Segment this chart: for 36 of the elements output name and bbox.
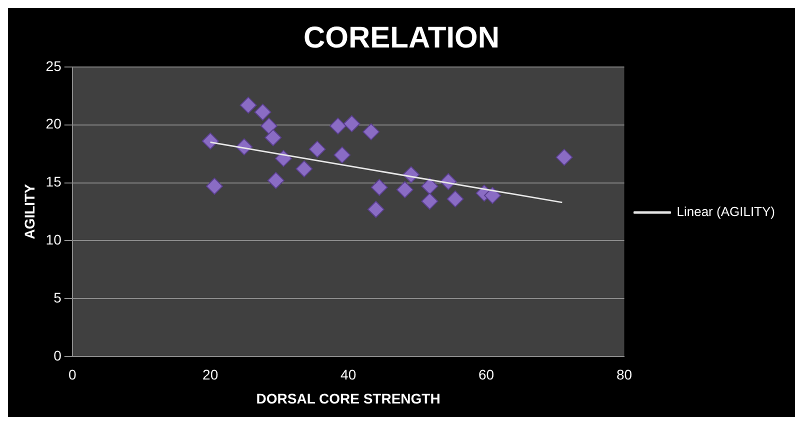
point bbox=[329, 118, 346, 135]
x-axis-title: DORSAL CORE STRENGTH bbox=[256, 390, 440, 406]
point bbox=[446, 190, 464, 208]
point bbox=[484, 186, 501, 204]
point bbox=[396, 181, 414, 198]
point bbox=[556, 148, 573, 166]
legend-label: Linear (AGILITY) bbox=[676, 204, 776, 220]
point bbox=[267, 172, 284, 189]
point bbox=[367, 200, 384, 218]
x-tick-label: 60 bbox=[478, 366, 494, 383]
chart-title: CORELATION bbox=[303, 21, 500, 54]
point bbox=[421, 192, 438, 210]
point bbox=[362, 123, 380, 140]
point bbox=[308, 140, 326, 158]
y-tick-label: 10 bbox=[46, 232, 62, 248]
y-tick-label: 20 bbox=[46, 116, 62, 132]
x-tick-label: 0 bbox=[68, 366, 76, 383]
point bbox=[296, 160, 313, 178]
y-tick-label: 5 bbox=[54, 289, 62, 306]
point bbox=[343, 115, 360, 132]
y-tick-label: 15 bbox=[46, 174, 62, 190]
y-axis-title: AGILITY bbox=[21, 183, 38, 240]
point bbox=[421, 178, 438, 195]
y-tick-label: 25 bbox=[46, 58, 62, 74]
y-tick-label: 0 bbox=[54, 347, 62, 364]
x-tick-label: 80 bbox=[616, 366, 632, 383]
x-tick-label: 40 bbox=[340, 366, 356, 383]
point bbox=[206, 178, 223, 195]
point bbox=[334, 146, 351, 164]
point bbox=[260, 118, 278, 135]
point bbox=[254, 104, 272, 121]
point bbox=[240, 96, 257, 114]
point bbox=[370, 178, 388, 196]
point bbox=[264, 129, 282, 146]
point bbox=[202, 132, 219, 150]
x-tick-label: 20 bbox=[202, 366, 218, 383]
